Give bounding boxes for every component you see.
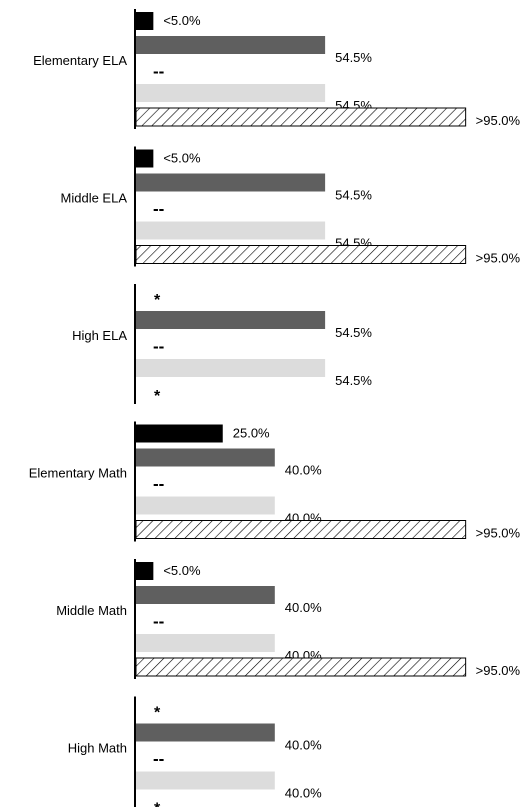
data-label: 40.0% (285, 786, 322, 801)
category-label: Elementary ELA (33, 53, 127, 68)
bar-series-4 (136, 496, 275, 515)
bar-series-1 (136, 562, 154, 580)
bar-series-4 (136, 84, 326, 102)
suppressed-marker: * (154, 705, 161, 722)
data-label: >95.0% (476, 526, 521, 541)
data-label: <5.0% (163, 151, 201, 166)
data-label: 54.5% (335, 188, 372, 203)
category-label: Elementary Math (29, 466, 127, 481)
bar-series-5-hatched (135, 520, 467, 539)
data-label: 54.5% (335, 50, 372, 65)
data-label: 54.5% (335, 325, 372, 340)
suppressed-marker: * (154, 388, 161, 405)
data-label: >95.0% (476, 113, 521, 128)
data-label: 40.0% (285, 738, 322, 753)
category-label: High Math (68, 741, 127, 756)
bar-series-2 (136, 311, 326, 329)
bar-series-5-hatched (135, 657, 467, 677)
bar-series-2 (136, 448, 275, 467)
bar-series-2 (136, 36, 326, 54)
bar-series-4 (136, 771, 275, 790)
data-label: >95.0% (476, 251, 521, 266)
bar-series-2 (136, 723, 275, 742)
suppressed-marker: * (154, 292, 161, 309)
bar-series-1 (136, 12, 154, 30)
bar-series-1 (136, 424, 223, 443)
no-data-marker: -- (153, 337, 164, 356)
category-label: Middle Math (56, 603, 127, 618)
suppressed-marker: * (154, 801, 161, 807)
data-label: 25.0% (233, 426, 270, 441)
bar-series-4 (136, 634, 275, 652)
bar-series-2 (136, 586, 275, 604)
bar-series-4 (136, 221, 326, 240)
data-label: <5.0% (163, 13, 201, 28)
data-label: 54.5% (335, 373, 372, 388)
no-data-marker: -- (153, 612, 164, 631)
data-label: <5.0% (163, 563, 201, 578)
data-label: 40.0% (285, 463, 322, 478)
data-label: 40.0% (285, 600, 322, 615)
no-data-marker: -- (153, 200, 164, 219)
data-label: >95.0% (476, 663, 521, 678)
bar-series-2 (136, 173, 326, 192)
no-data-marker: -- (153, 750, 164, 769)
category-label: High ELA (72, 328, 127, 343)
bar-series-1 (136, 149, 154, 168)
bar-series-4 (136, 359, 326, 377)
bar-series-5-hatched (135, 245, 467, 264)
bar-series-5-hatched (135, 107, 467, 127)
no-data-marker: -- (153, 62, 164, 81)
category-label: Middle ELA (61, 191, 128, 206)
no-data-marker: -- (153, 475, 164, 494)
